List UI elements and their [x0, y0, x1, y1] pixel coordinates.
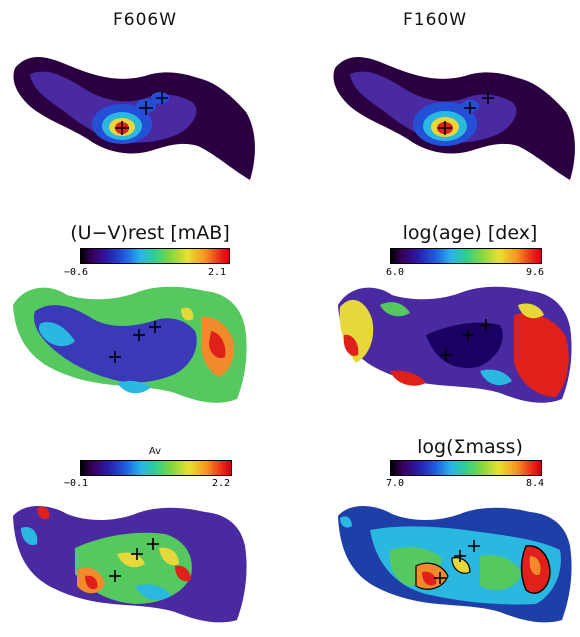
mass-title: log(Σmass) — [417, 436, 523, 458]
age-max-label: 9.6 — [526, 267, 545, 278]
uv-max-label: 2.1 — [208, 267, 227, 278]
f160w-title: F160W — [402, 10, 468, 30]
age-map — [338, 286, 572, 403]
av-title: Av — [148, 446, 162, 457]
uv-min-label: −0.6 — [64, 267, 89, 278]
mass-colorbar — [390, 460, 542, 476]
uv-map — [13, 286, 247, 403]
age-min-label: 6.0 — [386, 267, 405, 278]
age-title: log(age) [dex] — [402, 222, 538, 244]
age-colorbar — [390, 248, 542, 264]
mass-map — [338, 506, 572, 623]
f606w-map — [13, 57, 255, 181]
mass-max-label: 8.4 — [526, 478, 545, 489]
f606w-title: F606W — [112, 10, 178, 30]
av-map — [13, 506, 247, 623]
uv-colorbar — [80, 248, 230, 264]
f160w-map — [333, 57, 575, 181]
av-min-label: −0.1 — [64, 478, 89, 489]
av-colorbar — [80, 460, 232, 476]
mass-min-label: 7.0 — [386, 478, 405, 489]
uv-title: (U−V)rest [mAB] — [70, 222, 230, 244]
av-max-label: 2.2 — [212, 478, 231, 489]
